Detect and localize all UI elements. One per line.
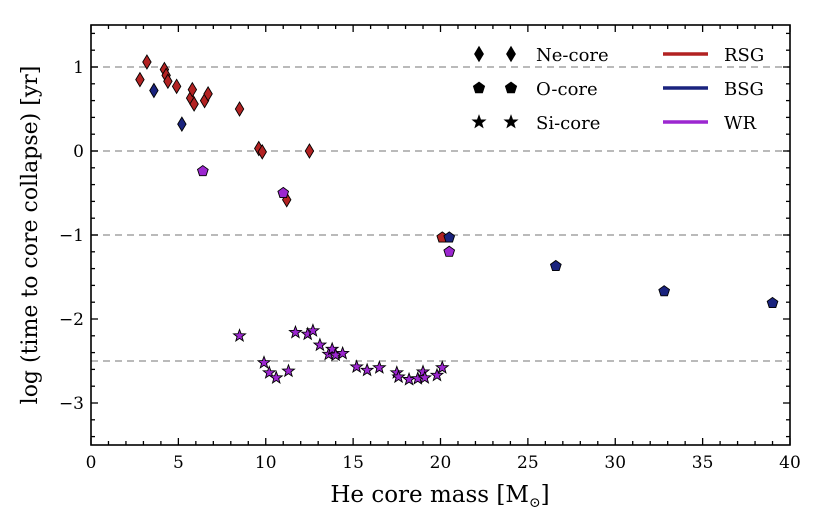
legend-label-si-core: Si-core bbox=[536, 113, 600, 134]
data-point-star-wr bbox=[261, 365, 277, 379]
data-point-star-wr bbox=[417, 370, 433, 384]
data-point-star-wr bbox=[359, 362, 375, 377]
data-point-pentagon-wr bbox=[277, 186, 290, 198]
data-point-star-wr bbox=[281, 363, 296, 378]
data-point-diamond-rsg bbox=[142, 54, 152, 70]
data-point-star-wr bbox=[232, 328, 247, 342]
tick-labels: 0 5 10 15 20 25 30 35 40 −3 −2 −1 0 1 bbox=[59, 58, 801, 473]
data-point-diamond-rsg bbox=[203, 86, 213, 102]
y-tick-label: −1 bbox=[59, 226, 84, 246]
data-point-star-wr bbox=[256, 355, 272, 369]
legend-label-bsg: BSG bbox=[724, 79, 764, 100]
axis-ticks bbox=[90, 25, 791, 445]
legend-label-wr: WR bbox=[724, 113, 757, 134]
data-point-diamond-rsg bbox=[163, 73, 173, 90]
legend-label-o-core: O-core bbox=[536, 79, 598, 100]
legend-label-rsg: RSG bbox=[724, 45, 764, 66]
legend-marker-star bbox=[503, 114, 519, 129]
x-axis-label-main: He core mass [M bbox=[330, 482, 529, 508]
data-point-diamond-rsg bbox=[135, 71, 145, 88]
x-tick-label: 25 bbox=[517, 453, 539, 473]
data-point-star-wr bbox=[312, 337, 328, 352]
data-point-pentagon-bsg bbox=[658, 285, 671, 297]
data-point-diamond-rsg bbox=[187, 81, 198, 98]
data-point-diamond-rsg bbox=[304, 143, 315, 159]
data-markers bbox=[135, 54, 779, 386]
data-point-pentagon-bsg bbox=[443, 231, 456, 243]
y-tick-label: −2 bbox=[59, 310, 84, 330]
data-point-star-wr bbox=[305, 323, 321, 337]
x-tick-label: 30 bbox=[604, 453, 626, 473]
x-axis-label-sub: ⊙ bbox=[529, 495, 541, 511]
legend-marker-diamond bbox=[474, 45, 484, 63]
y-tick-label: −3 bbox=[59, 394, 84, 414]
y-tick-label: 0 bbox=[73, 142, 84, 162]
data-point-pentagon-wr bbox=[443, 245, 456, 257]
data-point-star-wr bbox=[435, 360, 450, 374]
data-point-star-wr bbox=[429, 367, 445, 382]
legend: Ne-core O-core Si-core RSG BSG WR bbox=[471, 45, 764, 134]
x-tick-label: 10 bbox=[255, 453, 277, 473]
legend-label-ne-core: Ne-core bbox=[536, 45, 609, 66]
x-tick-label: 35 bbox=[692, 453, 714, 473]
data-point-star-wr bbox=[324, 341, 340, 356]
data-point-star-wr bbox=[349, 359, 364, 374]
x-axis-label: He core mass [M⊙] bbox=[330, 482, 549, 511]
x-axis-label-end: ] bbox=[541, 482, 550, 508]
data-point-star-wr bbox=[335, 345, 350, 360]
x-tick-label: 0 bbox=[86, 453, 97, 473]
y-axis-label: log (time to core collapse) [yr] bbox=[18, 66, 43, 405]
data-point-star-wr bbox=[288, 324, 303, 339]
data-point-diamond-rsg bbox=[171, 78, 182, 95]
y-tick-label: 1 bbox=[73, 58, 84, 78]
data-point-star-wr bbox=[372, 360, 387, 374]
legend-marker-pentagon bbox=[472, 81, 486, 94]
x-tick-label: 5 bbox=[173, 453, 184, 473]
data-point-pentagon-bsg bbox=[549, 259, 562, 272]
data-point-star-wr bbox=[415, 364, 431, 379]
legend-marker-star bbox=[471, 114, 487, 129]
data-point-diamond-rsg bbox=[189, 96, 199, 112]
legend-marker-pentagon bbox=[504, 81, 518, 94]
data-point-star-wr bbox=[391, 369, 406, 384]
data-point-star-wr bbox=[268, 370, 284, 384]
data-point-diamond-rsg bbox=[234, 101, 245, 117]
data-point-diamond-bsg bbox=[177, 116, 187, 132]
legend-marker-diamond bbox=[506, 45, 516, 63]
data-point-diamond-rsg bbox=[257, 143, 267, 160]
x-tick-label: 40 bbox=[779, 453, 801, 473]
x-tick-label: 15 bbox=[342, 453, 364, 473]
data-point-pentagon-wr bbox=[196, 165, 209, 177]
data-point-diamond-bsg bbox=[149, 82, 159, 99]
x-tick-label: 20 bbox=[430, 453, 452, 473]
data-point-pentagon-bsg bbox=[766, 296, 779, 309]
